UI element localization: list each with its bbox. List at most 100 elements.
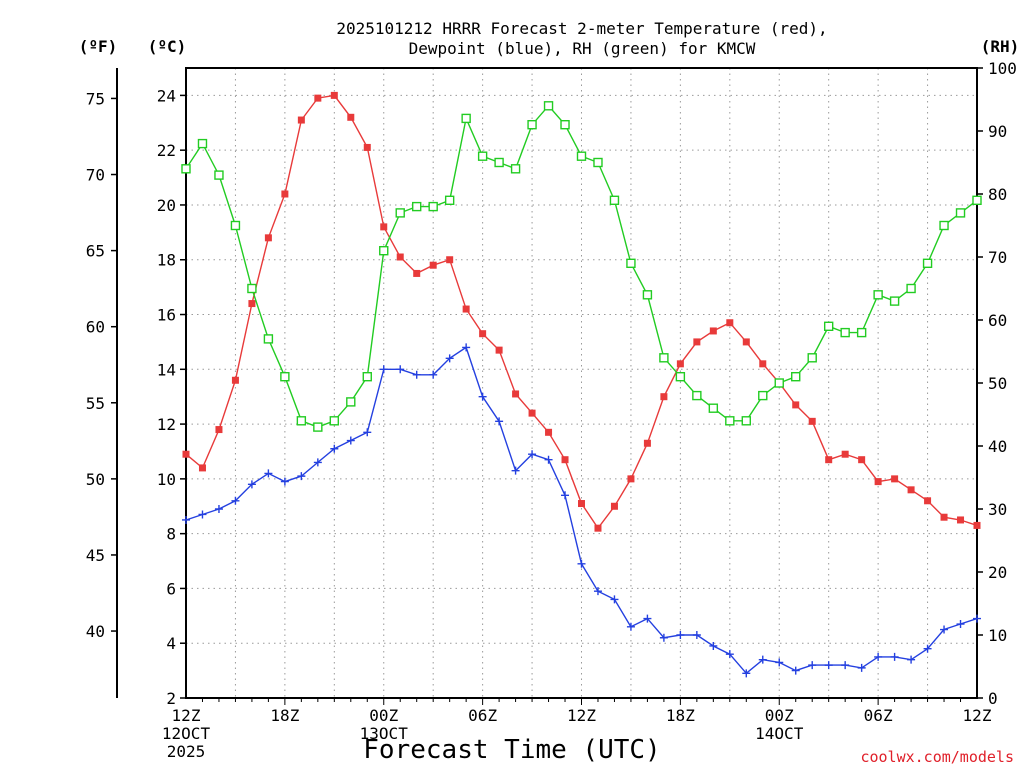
rh-data-point [889,296,900,306]
rh-unit-label: (RH) [981,37,1020,56]
rh-data-point [576,151,587,161]
x-axis-label: Forecast Time (UTC) [363,735,660,765]
dewpoint-data-point [297,472,306,481]
rh-data-point [922,258,933,268]
rh-data-point [329,416,340,426]
dewpoint-data-point [643,614,652,623]
rh-tick-label: 80 [988,185,1007,204]
fahrenheit-tick-label: 65 [86,242,105,261]
temperature-data-point [248,300,256,308]
rh-data-point [593,157,603,168]
dewpoint-data-point [857,663,866,672]
temperature-data-point [726,319,734,327]
rh-tick-label: 60 [988,311,1007,330]
temperature-data-point [363,143,371,151]
rh-data-point [461,113,471,124]
credit-link[interactable]: coolwx.com/models [860,748,1014,766]
x-tick-date-label: 13OCT [360,724,409,743]
dewpoint-data-point [973,614,981,623]
rh-data-point [708,403,719,413]
dewpoint-data-point [775,658,784,667]
dewpoint-data-point [264,469,273,478]
temperature-data-point [413,269,421,277]
temperature-data-point [182,450,190,458]
rh-data-point [906,283,916,294]
celsius-tick-label: 12 [157,415,176,434]
temperature-data-point [643,439,651,447]
temperature-data-point [610,502,618,510]
dewpoint-data-point [626,622,635,631]
rh-data-point [247,283,257,294]
dewpoint-data-point [346,436,355,445]
temperature-data-point [891,475,899,483]
x-tick-label: 18Z [666,706,695,725]
dewpoint-data-point [280,477,289,486]
dewpoint-data-point [379,365,388,374]
x-tick-label: 00Z [765,706,794,725]
x-tick-label: 12Z [172,706,201,725]
temperature-data-point [347,113,355,121]
temperature-data-point [709,327,717,335]
temperature-data-point [808,417,816,425]
rh-data-point [395,208,405,218]
rh-data-point [181,164,191,174]
chart-title-line-1: 2025101212 HRRR Forecast 2-meter Tempera… [336,19,827,38]
rh-data-point [362,372,372,382]
dewpoint-data-point [725,650,734,659]
temperature-data-point [561,456,569,464]
temperature-data-point [973,521,981,529]
celsius-tick-label: 4 [166,634,176,653]
rh-tick-label: 0 [988,689,998,708]
temperature-data-point [825,456,833,464]
rh-data-point [774,378,784,388]
temperature-data-point [957,516,965,524]
dewpoint-data-point [198,510,207,519]
celsius-tick-label: 6 [166,579,176,598]
temperature-data-point [907,486,915,494]
rh-data-point [560,119,570,130]
x-tick-label: 06Z [864,706,893,725]
dewpoint-data-point [478,392,487,401]
dewpoint-data-point [182,515,190,524]
dewpoint-data-point [808,661,817,670]
dewpoint-data-point [528,450,537,459]
dewpoint-data-point [363,428,372,437]
celsius-tick-label: 22 [157,141,176,160]
rh-data-point [346,397,356,407]
temperature-data-point [594,524,602,532]
x-tick-label: 12Z [963,706,992,725]
fahrenheit-tick-label: 70 [86,166,105,185]
rh-tick-label: 90 [988,122,1007,141]
celsius-tick-label: 2 [166,689,176,708]
dewpoint-data-point [231,496,240,505]
rh-tick-label: 40 [988,437,1007,456]
temperature-data-point [396,253,404,261]
dewpoint-data-point [495,417,504,426]
dewpoint-data-point [214,505,223,513]
dewpoint-data-point [610,595,619,604]
temperature-data-point [380,223,388,231]
fahrenheit-unit-label: (ºF) [79,37,118,56]
x-tick-label: 18Z [270,706,299,725]
dewpoint-data-point [593,587,602,596]
celsius-tick-label: 24 [157,86,176,105]
rh-data-point [741,416,751,426]
fahrenheit-tick-label: 45 [86,546,105,565]
temperature-data-point [940,513,948,521]
fahrenheit-tick-label: 60 [86,318,105,337]
chart-title-line-2: Dewpoint (blue), RH (green) for KMCW [409,39,756,58]
temperature-data-point [446,256,454,264]
dewpoint-data-point [561,491,570,500]
temperature-data-point [314,94,322,102]
rh-data-point [758,390,768,401]
temperature-data-point [627,475,635,483]
celsius-tick-label: 14 [157,360,176,379]
rh-data-point [725,416,735,426]
data-series [181,91,982,678]
temperature-data-point [660,393,668,401]
dewpoint-data-point [923,644,932,653]
rh-data-point [692,390,702,401]
rh-data-point [807,353,817,363]
x-tick-date-label: 14OCT [755,724,804,743]
temperature-data-point [495,346,503,354]
